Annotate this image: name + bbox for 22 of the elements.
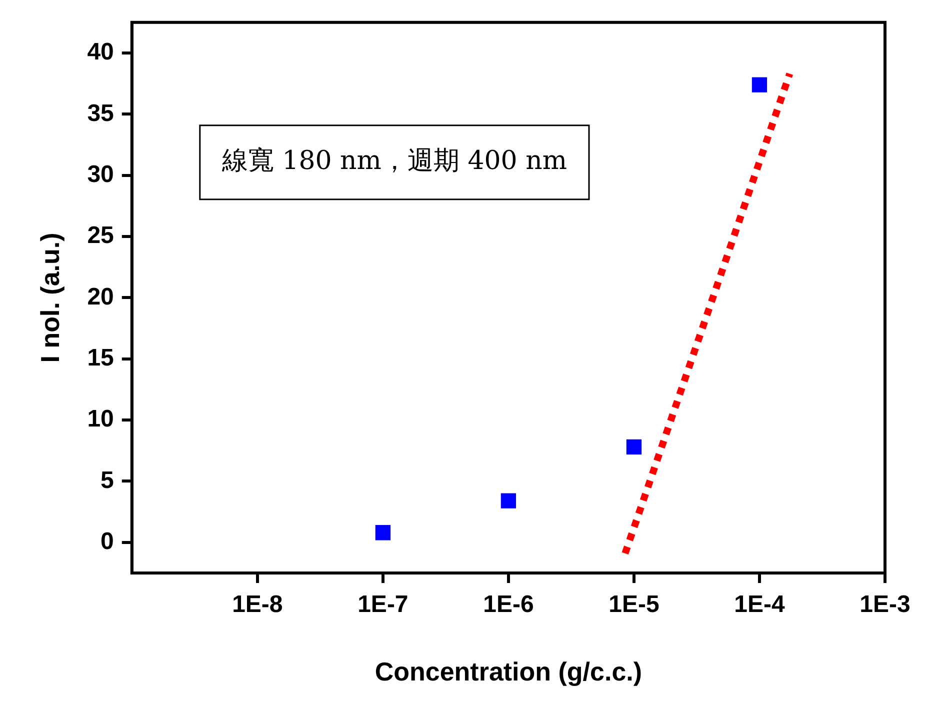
y-tick-label: 10 bbox=[87, 406, 114, 433]
x-tick-label: 1E-6 bbox=[483, 591, 534, 618]
x-tick-label: 1E-4 bbox=[734, 591, 786, 618]
x-axis-title: Concentration (g/c.c.) bbox=[374, 656, 642, 687]
y-tick-label: 5 bbox=[100, 466, 114, 494]
y-tick-label: 40 bbox=[87, 38, 114, 66]
y-tick-label: 30 bbox=[87, 160, 114, 188]
point bbox=[752, 77, 768, 92]
point bbox=[500, 493, 516, 508]
y-tick-label: 35 bbox=[87, 100, 114, 127]
y-tick-label: 0 bbox=[100, 528, 114, 556]
point bbox=[626, 439, 642, 455]
y-tick-label: 20 bbox=[87, 283, 114, 310]
y-axis-title: I nol. (a.u.) bbox=[34, 232, 65, 363]
x-tick-label: 1E-8 bbox=[232, 591, 283, 618]
y-tick-label: 25 bbox=[87, 222, 114, 250]
annotation: 線寬 180 nm，週期 400 nm bbox=[220, 146, 568, 176]
x-tick-label: 1E-3 bbox=[860, 591, 910, 618]
x-tick-label: 1E-7 bbox=[358, 591, 408, 618]
point bbox=[375, 525, 390, 540]
y-tick-label: 15 bbox=[87, 344, 114, 372]
x-tick-label: 1E-5 bbox=[608, 591, 660, 618]
